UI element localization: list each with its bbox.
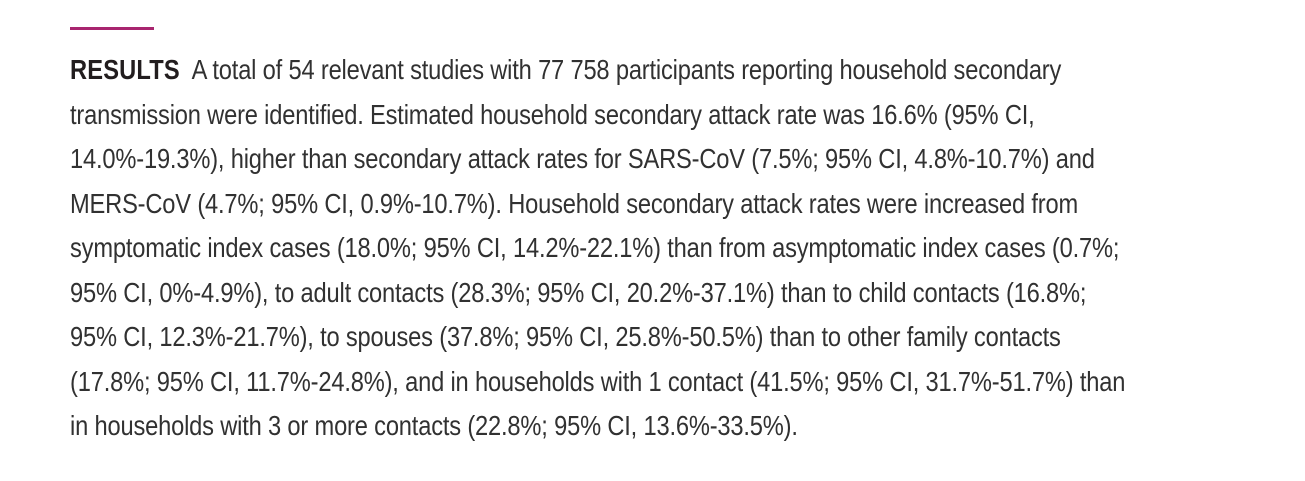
- results-paragraph: RESULTS A total of 54 relevant studies wi…: [70, 48, 1305, 449]
- paragraph-line: 14.0%-19.3%), higher than secondary atta…: [70, 143, 1095, 174]
- section-label: RESULTS: [70, 54, 180, 85]
- paragraph-line: transmission were identified. Estimated …: [70, 98, 1035, 130]
- paragraph-line: RESULTS A total of 54 relevant studies wi…: [70, 48, 1114, 93]
- paragraph-line-text: A total of 54 relevant studies with 77 7…: [191, 54, 1062, 85]
- paragraph-line: symptomatic index cases (18.0%; 95% CI, …: [70, 232, 1120, 263]
- paragraph-line: MERS-CoV (4.7%; 95% CI, 0.9%-10.7%). Hou…: [70, 187, 1079, 219]
- paragraph-line: in households with 3 or more contacts (2…: [70, 410, 798, 441]
- paragraph-line: (17.8%; 95% CI, 11.7%-24.8%), and in hou…: [70, 365, 1126, 397]
- paragraph-line: 95% CI, 12.3%-21.7%), to spouses (37.8%;…: [70, 321, 1061, 352]
- paragraph-line: 95% CI, 0%-4.9%), to adult contacts (28.…: [70, 276, 1087, 308]
- section-accent-rule: [70, 27, 154, 30]
